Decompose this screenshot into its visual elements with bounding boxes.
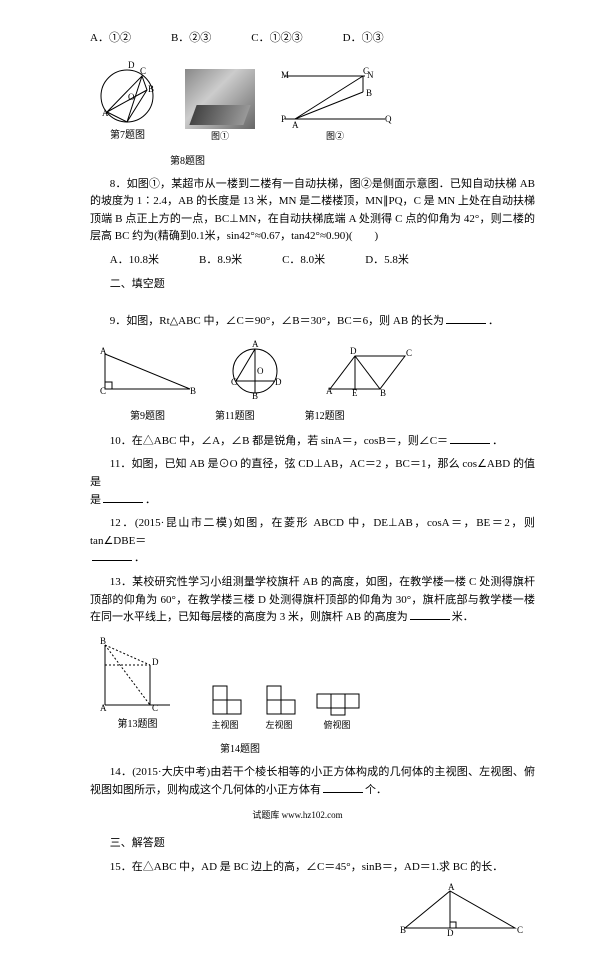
fig8-caption-main: 第8题图: [170, 154, 205, 170]
opt-b: B．②③: [171, 30, 211, 48]
fig8-sub1: 图①: [185, 129, 255, 143]
problem-9: 9．如图，Rt△ABC 中，∠C＝90°，∠B＝30°，BC＝6，则 AB 的长…: [90, 313, 535, 331]
svg-text:A: A: [100, 703, 107, 713]
fig7-caption: 第7题图: [90, 128, 165, 144]
fig11: A O B C D: [220, 339, 290, 399]
opt-a: A．①②: [90, 30, 131, 48]
svg-text:B: B: [100, 636, 106, 646]
fig8-diagram: M N C B P A Q 图②: [275, 64, 395, 143]
p11-text: 11．如图，已知 AB 是⊙O 的直径，弦 CD⊥AB，AC＝2 ，BC＝1，那…: [90, 458, 535, 488]
svg-text:A: A: [326, 386, 333, 396]
svg-text:C: C: [406, 348, 412, 358]
view2-label: 左视图: [259, 718, 299, 732]
problem-8: 8．如图①，某超市从一楼到二楼有一自动扶梯，图②是侧面示意图．已知自动扶梯 AB…: [90, 176, 535, 246]
svg-text:P: P: [281, 114, 286, 124]
fig8-photo: 图①: [185, 69, 255, 143]
svg-text:D: D: [275, 377, 282, 387]
svg-text:B: B: [252, 391, 258, 399]
cap11: 第11题图: [215, 409, 255, 425]
front-view: 主视图: [205, 682, 245, 732]
svg-text:A: A: [448, 883, 455, 892]
blank-9: [446, 314, 486, 324]
fig7-circle: A B C D O 第7题图: [90, 56, 165, 144]
svg-text:D: D: [152, 657, 159, 667]
svg-text:B: B: [190, 386, 196, 396]
svg-text:D: D: [350, 346, 357, 356]
left-view: 左视图: [259, 682, 299, 732]
svg-text:B: B: [366, 88, 372, 98]
svg-text:M: M: [281, 70, 289, 80]
p10-text: 10．在△ABC 中，∠A，∠B 都是锐角，若 sinA＝，cosB＝，则∠C＝: [110, 435, 448, 447]
svg-text:C: C: [100, 386, 106, 396]
p8-opt-b: B．8.9米: [199, 252, 242, 270]
fig8-sub2: 图②: [275, 129, 395, 143]
p8-opt-c: C．8.0米: [282, 252, 325, 270]
escalator-photo: [185, 69, 255, 129]
svg-text:C: C: [231, 377, 237, 387]
cap9: 第9题图: [130, 409, 165, 425]
fig-row-9-11-12: A C B A O B C D A: [90, 339, 535, 399]
fig14-views: 主视图 左视图 俯视图: [205, 682, 361, 732]
blank-14: [323, 783, 363, 793]
p9-text: 9．如图，Rt△ABC 中，∠C＝90°，∠B＝30°，BC＝6，则 AB 的长…: [110, 315, 444, 327]
view1-label: 主视图: [205, 718, 245, 732]
problem-14: 14．(2015·大庆中考)由若干个棱长相等的小正方体构成的几何体的主视图、左视…: [90, 764, 535, 799]
cap14: 第14题图: [220, 744, 260, 755]
fig13: B A C D 第13题图: [90, 635, 185, 733]
svg-text:E: E: [352, 388, 358, 398]
svg-text:C: C: [363, 66, 369, 76]
cap13: 第13题图: [90, 717, 185, 733]
cap12: 第12题图: [305, 409, 345, 425]
problem-15: 15．在△ABC 中，AD 是 BC 边上的高，∠C＝45°，sinB＝，AD＝…: [90, 859, 535, 877]
svg-text:A: A: [292, 120, 299, 129]
svg-text:C: C: [517, 925, 523, 935]
svg-text:A: A: [252, 339, 259, 349]
fig-row-13-14: B A C D 第13题图 主视图: [90, 635, 535, 733]
problem-12: 12．(2015·昆山市二模)如图，在菱形 ABCD 中，DE⊥AB，cosA＝…: [90, 515, 535, 568]
svg-text:O: O: [128, 92, 135, 102]
svg-text:Q: Q: [385, 114, 392, 124]
p14-text: 14．(2015·大庆中考)由若干个棱长相等的小正方体构成的几何体的主视图、左视…: [90, 766, 535, 796]
fig-row-7-8: A B C D O 第7题图 图① M N C B P: [90, 56, 535, 144]
svg-text:O: O: [257, 366, 264, 376]
problem-13: 13．某校研究性学习小组测量学校旗杆 AB 的高度，如图，在教学楼一楼 C 处测…: [90, 574, 535, 627]
label-a: A: [102, 108, 109, 118]
svg-text:A: A: [100, 346, 107, 356]
blank-13: [410, 610, 450, 620]
p8-opt-a: A．10.8米: [110, 252, 159, 270]
p12-text: 12．(2015·昆山市二模)如图，在菱形 ABCD 中，DE⊥AB，cosA＝…: [90, 517, 535, 547]
view3-label: 俯视图: [313, 718, 361, 732]
section-3-head: 三、解答题: [90, 835, 535, 853]
blank-11: [103, 493, 143, 503]
fig12: A B C D E: [310, 344, 420, 399]
blank-12: [92, 551, 132, 561]
p13-tail: 米．: [452, 611, 474, 623]
options-row: A．①② B．②③ C．①②③ D．①③: [90, 30, 535, 48]
fig9: A C B: [90, 344, 200, 399]
svg-text:B: B: [148, 84, 154, 94]
top-view: 俯视图: [313, 682, 361, 732]
options-8: A．10.8米 B．8.9米 C．8.0米 D．5.8米: [110, 252, 535, 270]
svg-text:D: D: [447, 928, 454, 938]
svg-text:C: C: [140, 66, 146, 76]
fig15: A B D C: [90, 883, 535, 938]
opt-d: D．①③: [343, 30, 384, 48]
svg-text:B: B: [380, 388, 386, 398]
problem-10: 10．在△ABC 中，∠A，∠B 都是锐角，若 sinA＝，cosB＝，则∠C＝…: [90, 433, 535, 451]
svg-text:C: C: [152, 703, 158, 713]
opt-c: C．①②③: [251, 30, 302, 48]
p8-opt-d: D．5.8米: [365, 252, 409, 270]
section-2-head: 二、填空题: [90, 276, 535, 294]
page-footer: 试题库 www.hz102.com: [0, 808, 595, 822]
svg-text:D: D: [128, 60, 135, 70]
problem-11: 11．如图，已知 AB 是⊙O 的直径，弦 CD⊥AB，AC＝2 ，BC＝1，那…: [90, 456, 535, 509]
p14-tail: 个．: [365, 784, 387, 796]
svg-text:B: B: [400, 925, 406, 935]
blank-10: [450, 434, 490, 444]
